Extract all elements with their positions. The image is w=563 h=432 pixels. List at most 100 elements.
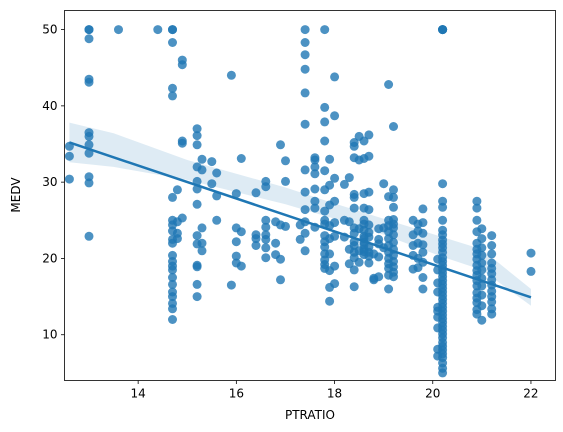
data-point <box>438 179 448 189</box>
data-point <box>389 237 398 247</box>
data-point <box>197 246 207 256</box>
data-point <box>339 179 349 189</box>
data-point <box>364 187 374 197</box>
confidence-band-layer <box>69 122 532 306</box>
data-point <box>438 215 448 225</box>
data-point <box>231 237 241 247</box>
data-point <box>168 279 177 289</box>
data-point <box>276 275 285 285</box>
data-point <box>231 251 241 261</box>
data-point <box>384 80 394 89</box>
data-point <box>349 192 359 202</box>
data-point <box>472 203 482 213</box>
y-tick-label: 30 <box>42 175 57 189</box>
y-axis-label: MEDV <box>9 177 23 213</box>
data-point <box>212 168 222 178</box>
data-point <box>344 259 354 269</box>
data-point <box>349 203 359 213</box>
data-point <box>364 151 374 161</box>
plot-frame <box>64 10 556 381</box>
data-point <box>281 176 290 186</box>
data-point <box>177 60 187 70</box>
data-point <box>172 234 182 244</box>
data-point <box>374 272 384 282</box>
y-tick-label: 40 <box>42 99 57 113</box>
y-tick-label: 10 <box>42 328 57 342</box>
data-point <box>261 182 271 192</box>
data-point <box>207 157 217 167</box>
data-point <box>64 151 74 161</box>
data-point <box>354 257 364 267</box>
data-point <box>197 165 207 175</box>
regression-line <box>69 141 532 299</box>
data-point <box>295 234 305 244</box>
data-point <box>168 25 177 35</box>
y-tick-label: 50 <box>42 23 57 37</box>
data-point <box>330 173 340 183</box>
data-point <box>84 231 94 241</box>
data-point <box>276 140 285 150</box>
data-point <box>226 70 236 80</box>
data-point <box>300 165 310 175</box>
data-point <box>330 279 340 289</box>
data-point <box>64 174 74 184</box>
data-point <box>192 279 202 289</box>
data-point <box>310 155 320 165</box>
data-point <box>168 38 177 47</box>
data-point <box>487 297 497 307</box>
data-point <box>418 284 428 294</box>
data-point <box>344 173 354 183</box>
data-point <box>168 292 177 302</box>
data-point <box>477 290 487 300</box>
data-point <box>261 234 271 244</box>
data-point <box>379 179 389 189</box>
data-point <box>261 215 271 225</box>
data-point <box>168 265 177 275</box>
data-point <box>168 273 177 282</box>
data-point <box>472 215 482 225</box>
x-tick-label: 20 <box>425 387 440 401</box>
data-point <box>384 284 394 294</box>
data-point <box>330 231 340 241</box>
data-point <box>389 272 398 282</box>
data-point <box>320 117 330 127</box>
data-point <box>226 280 236 290</box>
data-point <box>487 241 497 250</box>
data-point <box>192 231 202 241</box>
data-point <box>197 154 207 164</box>
data-point <box>197 223 207 233</box>
data-point <box>477 281 487 291</box>
data-point <box>84 25 94 35</box>
data-point <box>84 131 94 141</box>
scatter-points <box>64 25 536 378</box>
x-axis-ticks: 14 16 18 20 22 <box>131 380 539 401</box>
data-point <box>300 187 310 197</box>
data-point <box>177 213 187 223</box>
data-point <box>192 140 202 150</box>
data-point <box>192 262 202 272</box>
data-point <box>472 309 482 319</box>
data-point <box>281 221 290 231</box>
data-point <box>359 136 369 146</box>
data-point <box>487 231 497 241</box>
data-point <box>320 242 330 252</box>
data-point <box>330 72 340 82</box>
data-point <box>438 368 448 378</box>
data-point <box>526 266 536 276</box>
regression-line-layer <box>69 141 532 299</box>
data-point <box>320 166 330 176</box>
data-point <box>418 247 428 257</box>
x-tick-label: 22 <box>523 387 538 401</box>
data-point <box>310 184 320 194</box>
data-point <box>300 25 310 35</box>
data-point <box>192 199 202 209</box>
data-point <box>300 50 310 60</box>
data-point <box>231 189 241 199</box>
data-point <box>418 273 428 282</box>
confidence-band <box>69 122 532 306</box>
data-point <box>325 296 335 306</box>
data-point <box>389 202 398 212</box>
data-point <box>349 141 359 151</box>
data-point <box>168 91 177 101</box>
